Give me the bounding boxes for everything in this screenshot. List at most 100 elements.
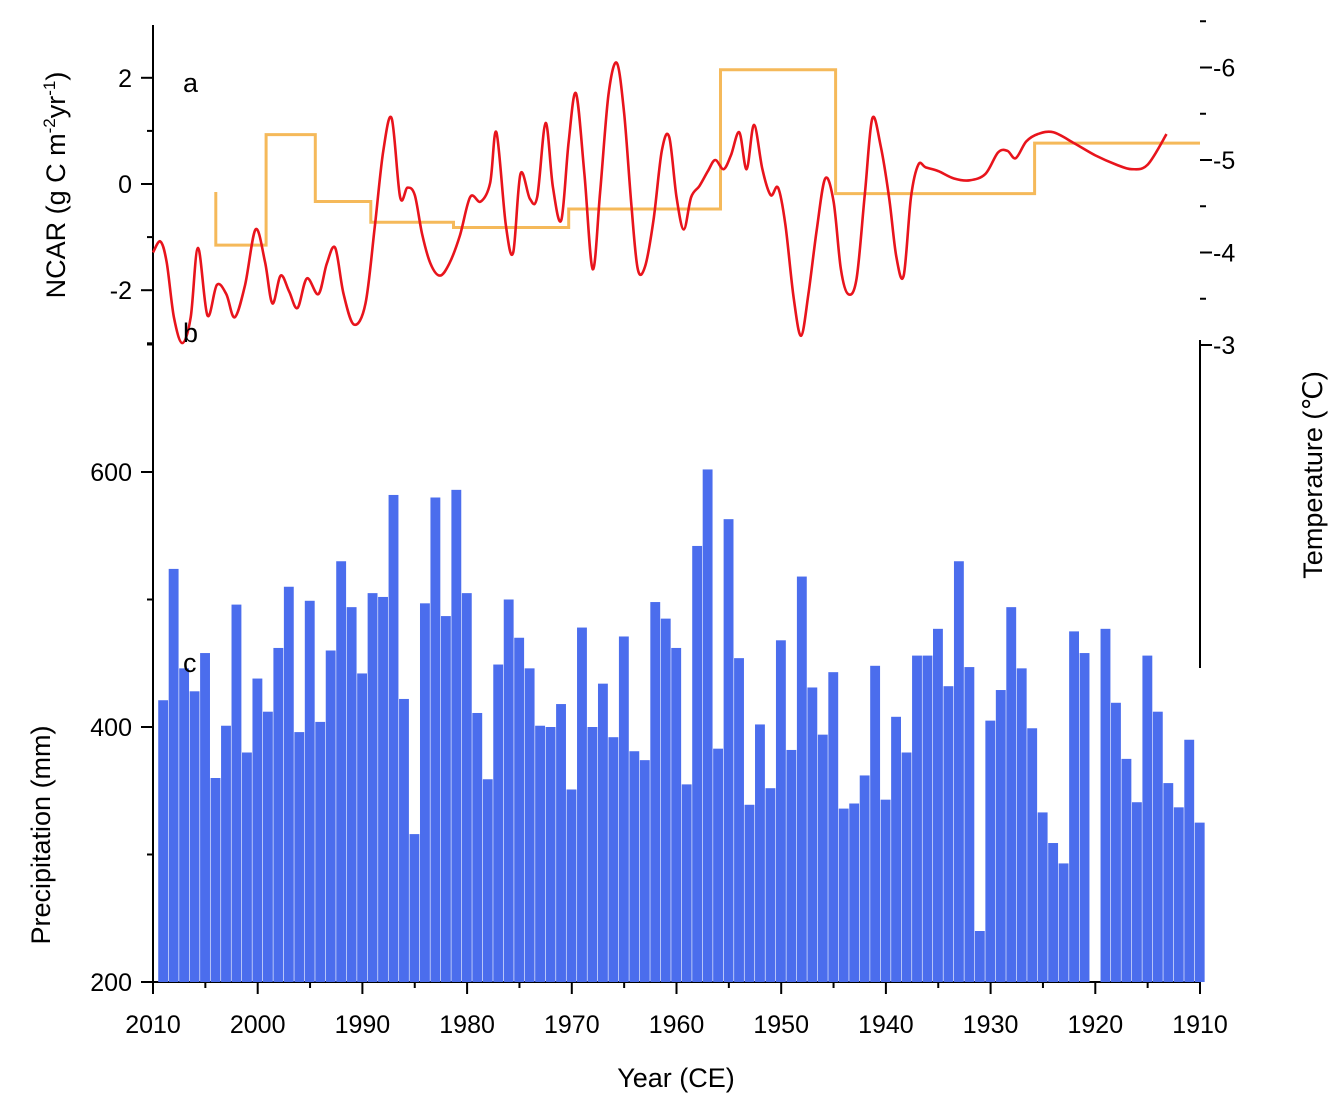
x-axis-ticks: 2010 2000 1990 1980 1970 1960 1950 1940 1930 1920…: [125, 982, 1228, 1039]
precipitation-bar-2002: [231, 604, 242, 982]
precipitation-bar-1948: [796, 576, 807, 982]
x-tick-label: 1950: [753, 1011, 809, 1039]
precipitation-bar-1981: [451, 489, 462, 982]
precipitation-bar-1996: [294, 732, 305, 982]
precipitation-bar-1991: [346, 607, 357, 982]
precipitation-bar-1973: [535, 725, 546, 982]
panel-label-a: a: [183, 68, 199, 98]
x-tick-label: 1960: [649, 1011, 705, 1039]
precipitation-bar-1971: [556, 704, 566, 982]
precipitation-bar-1952: [755, 724, 765, 982]
ncar-step-line: [214, 68, 1200, 247]
precipitation-bar-1977: [493, 664, 504, 982]
precipitation-bar-1929: [995, 690, 1006, 982]
precipitation-bar-1976: [503, 599, 514, 982]
ncar-tick-label: 2: [118, 65, 132, 93]
precipitation-bar-1978: [482, 779, 493, 982]
precipitation-bar-1945: [828, 672, 839, 982]
precipitation-bar-1956: [713, 748, 724, 982]
precipitation-bar-1980: [461, 593, 472, 983]
temperature-tick-label: -4: [1213, 240, 1235, 268]
precipitation-tick-label: 400: [90, 714, 132, 742]
precipitation-bar-1930: [985, 720, 996, 983]
precipitation-bar-1931: [974, 931, 985, 982]
precipitation-bar-1957: [702, 469, 713, 982]
precipitation-bar-1983: [430, 497, 441, 982]
precipitation-bar-1949: [786, 749, 797, 982]
precipitation-bar-1922: [1069, 631, 1079, 983]
temperature-tick-label: -5: [1213, 147, 1235, 175]
x-tick-label: 1920: [1067, 1011, 1123, 1039]
x-tick-label: 1910: [1172, 1011, 1228, 1039]
precipitation-bar-1946: [817, 734, 828, 982]
temperature-tick-label: -3: [1213, 332, 1235, 360]
x-tick-label: 1990: [335, 1011, 391, 1039]
precipitation-bar-1962: [650, 602, 661, 982]
precipitation-bar-1966: [608, 737, 619, 982]
precipitation-bar-1950: [775, 640, 786, 982]
precipitation-axis-title: Precipitation (mm): [26, 725, 56, 944]
precipitation-bar-2004: [210, 778, 221, 982]
precipitation-bar-1918: [1111, 702, 1121, 982]
x-tick-label: 1970: [544, 1011, 600, 1039]
precipitation-bar-1941: [870, 665, 881, 982]
precipitation-bar-1994: [315, 721, 326, 982]
ncar-tick-label: -2: [110, 277, 132, 305]
precipitation-bar-1997: [283, 586, 294, 982]
precipitation-bar-1924: [1048, 843, 1059, 982]
precipitation-bar-2007: [179, 668, 190, 982]
precipitation-bar-1913: [1163, 783, 1174, 982]
precipitation-bar-1940: [880, 799, 891, 982]
precipitation-bar-1975: [514, 637, 525, 982]
precipitation-bar-1947: [807, 687, 818, 982]
precipitation-bar-1914: [1152, 711, 1163, 982]
precipitation-bar-1986: [399, 698, 409, 982]
precipitation-bar-1959: [681, 784, 692, 983]
precipitation-bar-1967: [597, 683, 608, 982]
precipitation-bar-1968: [587, 727, 598, 982]
precipitation-bar-1989: [367, 593, 378, 983]
precipitation-bars: [158, 469, 1205, 983]
precipitation-bar-2000: [252, 678, 263, 982]
precipitation-bar-1927: [1016, 668, 1027, 982]
x-tick-label: 1940: [858, 1011, 914, 1039]
precipitation-bar-1943: [849, 803, 860, 982]
precipitation-bar-1921: [1079, 653, 1090, 982]
precipitation-tick-label: 600: [90, 459, 132, 487]
precipitation-bar-1985: [409, 834, 420, 982]
precipitation-bar-1954: [734, 658, 744, 982]
precipitation-bar-1919: [1100, 628, 1111, 982]
right-axis-ticks: -3 -4 -5 -6: [1200, 20, 1235, 360]
precipitation-bar-1970: [566, 789, 577, 982]
precipitation-bar-1995: [304, 600, 315, 982]
precipitation-bar-1916: [1131, 802, 1142, 982]
precipitation-bar-1955: [723, 519, 734, 982]
precipitation-bar-1984: [419, 603, 430, 982]
precipitation-bar-1936: [922, 655, 933, 982]
precipitation-bar-2009: [158, 700, 169, 982]
precipitation-bar-1993: [325, 650, 336, 982]
precipitation-bar-1982: [440, 616, 451, 982]
precipitation-bar-1942: [859, 775, 870, 982]
precipitation-bar-1992: [336, 561, 347, 982]
precipitation-bar-1911: [1184, 739, 1195, 982]
precipitation-bar-1964: [629, 751, 640, 982]
ncar-tick-label: 0: [118, 171, 132, 199]
x-tick-label: 2010: [125, 1011, 181, 1039]
precipitation-bar-1938: [901, 752, 912, 982]
precipitation-bar-1998: [273, 647, 284, 982]
panel-label-c: c: [183, 648, 197, 678]
precipitation-bar-1979: [472, 712, 483, 982]
precipitation-bar-1988: [378, 596, 388, 982]
precipitation-bar-1912: [1173, 807, 1184, 982]
precipitation-bar-1910: [1194, 822, 1205, 983]
temperature-axis-title: Temperature (℃): [1298, 371, 1328, 578]
x-axis-title: Year (CE): [617, 1063, 735, 1093]
precipitation-bar-1961: [660, 618, 671, 983]
precipitation-bar-1965: [618, 636, 629, 982]
precipitation-bar-2006: [189, 691, 200, 982]
precipitation-bar-1925: [1037, 812, 1048, 982]
precipitation-bar-2008: [168, 568, 179, 982]
precipitation-bar-1915: [1142, 655, 1153, 982]
panel-label-b: b: [183, 318, 198, 348]
